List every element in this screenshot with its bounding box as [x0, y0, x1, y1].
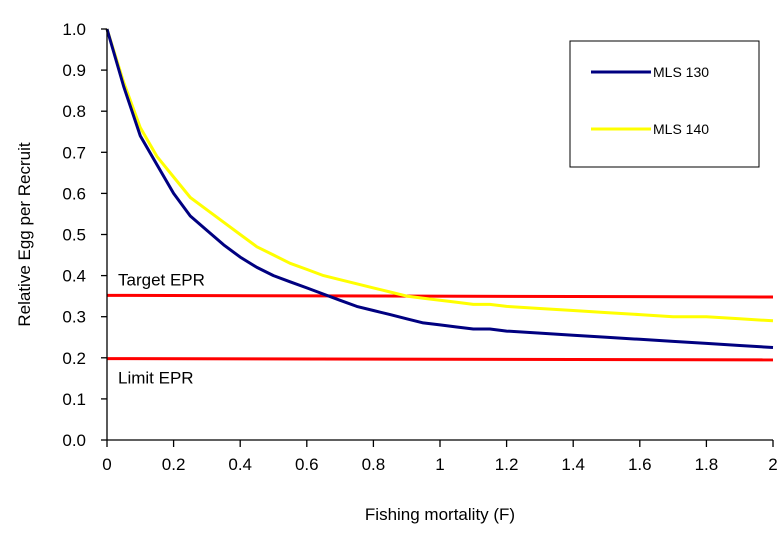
x-tick-label: 1: [435, 455, 444, 474]
y-tick-label: 0.5: [62, 226, 86, 245]
y-tick-label: 0.6: [62, 184, 86, 203]
x-tick-label: 0.6: [295, 455, 319, 474]
y-tick-label: 1.0: [62, 20, 86, 39]
series-line-mls-130: [105, 28, 774, 349]
axes: [101, 28, 774, 447]
series-line-mls-140: [105, 28, 774, 323]
y-tick-label: 0.4: [62, 267, 86, 286]
x-tick-label: 0.4: [228, 455, 252, 474]
y-tick-label: 0.1: [62, 390, 86, 409]
y-tick-label: 0.0: [62, 431, 86, 450]
series-lines: [105, 28, 774, 349]
y-tick-label: 0.7: [62, 143, 86, 162]
x-tick-label: 1.6: [628, 455, 652, 474]
y-tick-label: 0.3: [62, 308, 86, 327]
reference-line-target: [106, 293, 774, 299]
y-tick-label: 0.9: [62, 61, 86, 80]
reference-line-limit: [106, 357, 774, 362]
tick-labels: 0.0 0.1 0.2 0.3 0.4 0.5 0.6 0.7 0.8 0.9 1.0 0 0.2 0.4…: [62, 20, 777, 474]
x-tick-label: 0: [102, 455, 111, 474]
reference-lines: Target EPR Limit EPR: [106, 270, 774, 388]
x-tick-label: 1.2: [495, 455, 519, 474]
legend-box: [569, 40, 760, 168]
y-tick-label: 0.2: [62, 349, 86, 368]
x-tick-label: 1.4: [561, 455, 585, 474]
legend-label-mls-140: MLS 140: [653, 121, 709, 137]
x-tick-label: 1.8: [695, 455, 719, 474]
legend-label-mls-130: MLS 130: [653, 64, 709, 80]
y-axis-title: Relative Egg per Recruit: [15, 142, 34, 327]
x-tick-label: 0.8: [362, 455, 386, 474]
reference-label-target: Target EPR: [118, 270, 205, 289]
x-tick-label: 2: [768, 455, 777, 474]
legend: MLS 130 MLS 140: [569, 40, 760, 168]
reference-label-limit: Limit EPR: [118, 369, 194, 388]
y-tick-label: 0.8: [62, 102, 86, 121]
x-axis-title: Fishing mortality (F): [365, 505, 515, 524]
x-tick-label: 0.2: [162, 455, 186, 474]
